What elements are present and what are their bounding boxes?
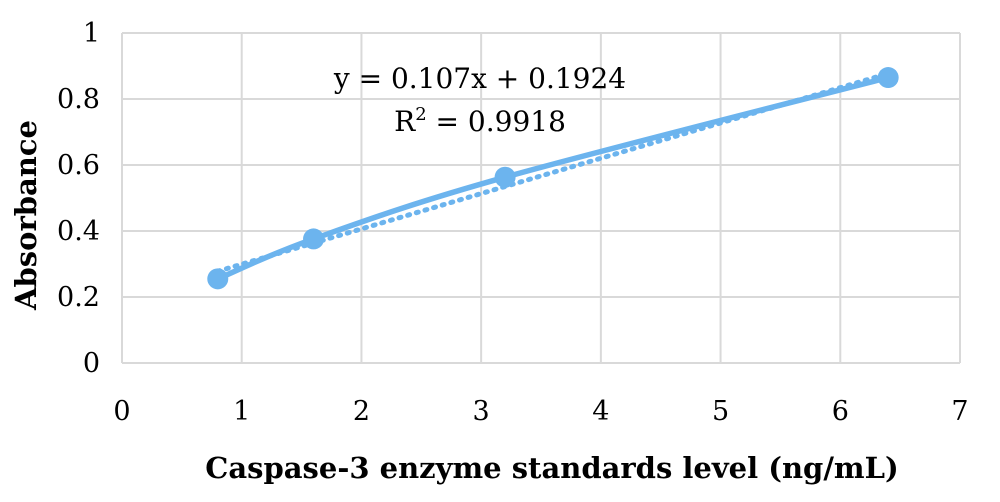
gridlines xyxy=(121,32,961,364)
trendline-group xyxy=(215,71,891,274)
data-point xyxy=(494,166,516,188)
data-point xyxy=(877,67,899,89)
series-line xyxy=(215,74,891,282)
y-tick-labels: 0 0.2 0.4 0.6 0.8 1 xyxy=(57,18,100,379)
x-tick-label: 7 xyxy=(951,396,968,427)
x-tick-labels: 0 1 2 3 4 5 6 7 xyxy=(113,396,968,427)
trendline xyxy=(215,71,891,274)
x-tick-label: 0 xyxy=(113,396,130,427)
data-point xyxy=(207,268,229,290)
series-group xyxy=(215,74,891,282)
y-tick-label: 1 xyxy=(83,18,100,49)
r-squared-prefix: R xyxy=(394,105,416,138)
y-tick-label: 0.8 xyxy=(57,84,100,115)
y-axis-title: Absorbance xyxy=(9,120,43,311)
data-points xyxy=(207,67,899,290)
trendline-equation: y = 0.107x + 0.1924 xyxy=(333,62,626,95)
x-tick-label: 4 xyxy=(592,396,609,427)
x-tick-label: 1 xyxy=(233,396,250,427)
x-tick-label: 6 xyxy=(832,396,849,427)
x-tick-label: 2 xyxy=(353,396,370,427)
y-tick-label: 0.2 xyxy=(57,282,100,313)
y-tick-label: 0.4 xyxy=(57,216,100,247)
r-squared-superscript: 2 xyxy=(415,104,426,125)
y-tick-label: 0.6 xyxy=(57,150,100,181)
x-axis-title: Caspase-3 enzyme standards level (ng/mL) xyxy=(205,451,898,485)
data-point xyxy=(303,228,325,250)
r-squared-label: R2 = 0.9918 xyxy=(394,104,566,138)
x-tick-label: 3 xyxy=(473,396,490,427)
y-tick-label: 0 xyxy=(83,348,100,379)
r-squared-value: = 0.9918 xyxy=(427,105,566,138)
x-tick-label: 5 xyxy=(712,396,729,427)
